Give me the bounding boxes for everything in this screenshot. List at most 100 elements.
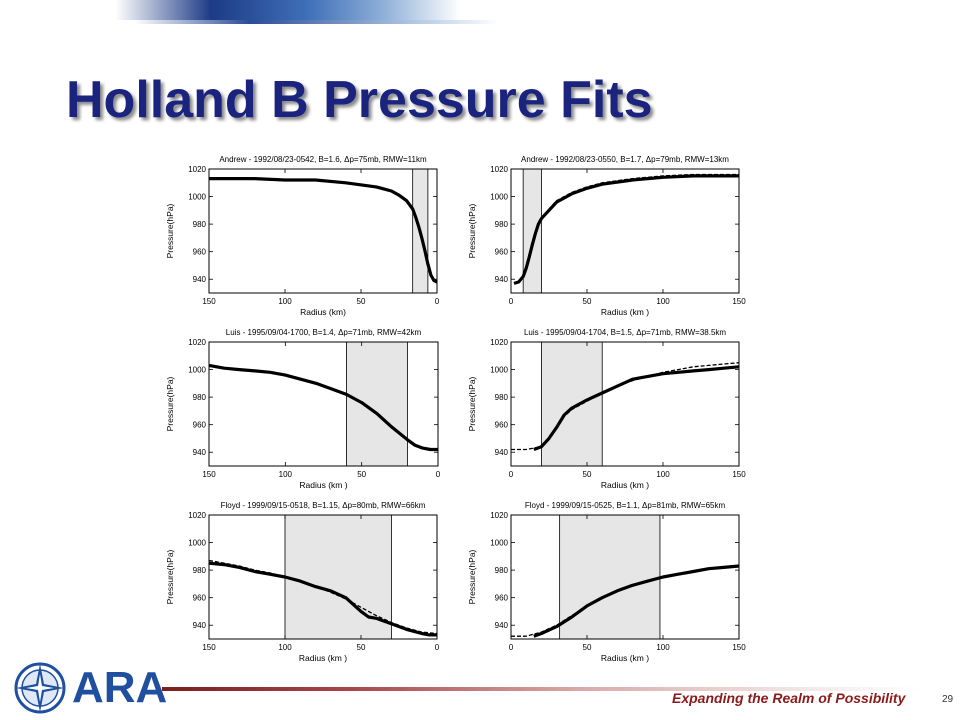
plot-frame: [510, 168, 740, 294]
compass-star-icon: [14, 662, 66, 714]
x-tick-label: 150: [732, 643, 746, 652]
y-axis-label: Pressure(hPa): [467, 203, 477, 258]
ara-logo: [14, 662, 66, 714]
chart-panel-1: 940 960 980 1000 1020 150 100 50 0 Andrew - 1992/…: [165, 155, 440, 317]
x-tick-label: 150: [202, 643, 216, 652]
y-tick-label: 1000: [188, 539, 206, 548]
x-tick-label: 100: [279, 470, 293, 479]
y-tick-label: 960: [495, 248, 509, 257]
y-tick-label: 1000: [188, 366, 206, 375]
observed-pressure-line: [513, 174, 739, 285]
y-tick-label: 1000: [490, 366, 508, 375]
chart-panel-2: 940 960 980 1000 1020 0 50 100 150 Andrew - 1992/…: [467, 155, 746, 317]
y-axis-label: Pressure(hPa): [165, 549, 175, 604]
y-tick-label: 960: [495, 421, 509, 430]
x-tick-label: 0: [509, 470, 514, 479]
page-number: 29: [942, 694, 954, 705]
y-axis-label: Pressure(hPa): [165, 203, 175, 258]
chart-title: Luis - 1995/09/04-1700, B=1.4, Δp=71mb, …: [226, 328, 422, 337]
slide-title: Holland B Pressure Fits: [66, 71, 653, 129]
plot-frame: [510, 341, 740, 467]
chart-panel-3: 940 960 980 1000 1020 150 100 50 0 Luis - 1995/09…: [165, 328, 441, 490]
x-tick-label: 0: [509, 297, 514, 306]
y-axis-label: Pressure(hPa): [467, 549, 477, 604]
header-gradient-stripe: [0, 20, 960, 24]
chart-panel-4: 940 960 980 1000 1020 0 50 100 150 Luis - 1995/09…: [467, 328, 746, 490]
y-tick-label: 940: [193, 448, 207, 457]
rmw-shaded-band: [345, 341, 408, 467]
x-tick-label: 150: [202, 470, 216, 479]
y-tick-label: 1000: [490, 193, 508, 202]
y-tick-label: 940: [193, 621, 207, 630]
rmw-shaded-band: [559, 514, 661, 640]
y-tick-label: 1000: [188, 193, 206, 202]
y-tick-label: 1020: [490, 165, 508, 174]
x-tick-label: 50: [357, 470, 366, 479]
footer-tagline: Expanding the Realm of Possibility: [672, 690, 906, 706]
y-tick-label: 940: [495, 275, 509, 284]
y-tick-label: 960: [193, 248, 207, 257]
plot-frame: [208, 514, 438, 640]
y-tick-label: 1020: [188, 511, 206, 520]
holland-fit-line: [511, 362, 740, 451]
y-tick-label: 980: [193, 220, 207, 229]
observed-pressure-line: [208, 561, 437, 637]
y-tick-label: 1000: [490, 539, 508, 548]
chart-title: Floyd - 1999/09/15-0525, B=1.1, Δp=81mb,…: [525, 501, 726, 510]
x-axis-label: Radius (km): [300, 307, 346, 317]
rmw-shaded-band: [284, 514, 392, 640]
x-tick-label: 100: [656, 470, 670, 479]
holland-fit-line: [208, 364, 438, 451]
chart-title: Floyd - 1999/09/15-0518, B=1.15, Δp=80mb…: [221, 501, 426, 510]
y-tick-label: 980: [193, 393, 207, 402]
x-axis-label: Radius (km ): [299, 653, 347, 663]
x-tick-label: 0: [436, 470, 441, 479]
chart-panel-5: 940 960 980 1000 1020 150 100 50 0 Floyd - 1999/0…: [165, 501, 440, 663]
x-tick-label: 0: [435, 643, 440, 652]
chart-panel-6: 940 960 980 1000 1020 0 50 100 150 Floyd - 1999/0…: [467, 501, 746, 663]
y-tick-label: 960: [193, 594, 207, 603]
x-tick-label: 150: [732, 470, 746, 479]
x-tick-label: 100: [278, 297, 292, 306]
y-tick-label: 1020: [490, 338, 508, 347]
header-gradient-bar: [0, 0, 960, 20]
x-tick-label: 50: [357, 297, 366, 306]
rmw-shaded-band: [541, 341, 603, 467]
y-tick-label: 1020: [188, 338, 206, 347]
x-tick-label: 50: [357, 643, 366, 652]
y-tick-label: 960: [495, 594, 509, 603]
holland-fit-line: [511, 565, 740, 637]
logo-wordmark: ARA: [72, 663, 168, 712]
x-tick-label: 50: [583, 470, 592, 479]
x-axis-label: Radius (km ): [299, 480, 347, 490]
y-tick-label: 960: [193, 421, 207, 430]
y-tick-label: 940: [495, 621, 509, 630]
y-tick-label: 940: [495, 448, 509, 457]
chart-title: Luis - 1995/09/04-1704, B=1.5, Δp=71mb, …: [524, 328, 726, 337]
x-tick-label: 100: [278, 643, 292, 652]
holland-fit-line: [209, 177, 438, 283]
x-axis-label: Radius (km ): [601, 307, 649, 317]
chart-title: Andrew - 1992/08/23-0550, B=1.7, Δp=79mb…: [521, 155, 729, 164]
x-tick-label: 0: [509, 643, 514, 652]
x-tick-label: 50: [583, 297, 592, 306]
x-axis-label: Radius (km ): [601, 653, 649, 663]
y-tick-label: 1020: [188, 165, 206, 174]
y-axis-label: Pressure(hPa): [467, 376, 477, 431]
y-tick-label: 980: [495, 566, 509, 575]
logo-wordmark-container: ARA: [10, 660, 167, 716]
x-tick-label: 50: [583, 643, 592, 652]
rmw-shaded-band: [522, 168, 542, 294]
x-tick-label: 100: [656, 297, 670, 306]
chart-title: Andrew - 1992/08/23-0542, B=1.6, Δp=75mb…: [219, 155, 427, 164]
y-tick-label: 980: [193, 566, 207, 575]
y-axis-label: Pressure(hPa): [165, 376, 175, 431]
observed-pressure-line: [209, 177, 438, 284]
x-tick-label: 100: [656, 643, 670, 652]
holland-fit-line: [208, 559, 438, 635]
x-tick-label: 0: [435, 297, 440, 306]
footer-rule: [162, 687, 922, 691]
x-axis-label: Radius (km ): [601, 480, 649, 490]
plot-frame: [208, 168, 438, 294]
